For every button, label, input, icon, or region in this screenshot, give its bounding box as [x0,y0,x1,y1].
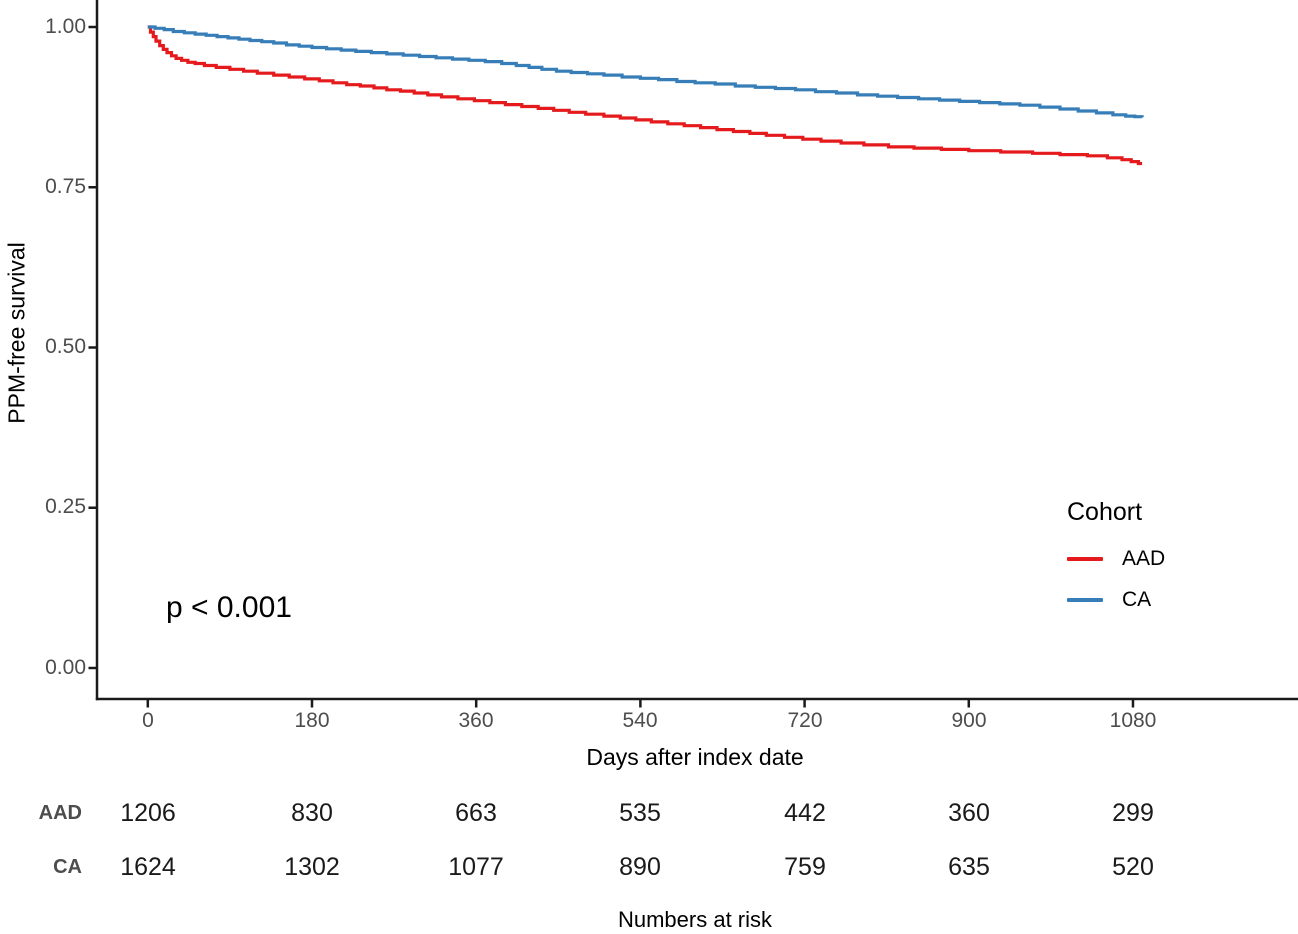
risk-count: 830 [291,799,333,827]
legend-item-aad: AAD [1067,547,1166,570]
legend: Cohort AAD CA [1067,0,1287,640]
survival-curve-aad [147,25,1143,166]
risk-table-caption: Numbers at risk [617,907,773,932]
y-tick-label: 0.25 [45,495,86,518]
x-tick-label: 360 [458,709,494,732]
x-axis-title: Days after index date [586,744,804,770]
risk-count: 1624 [120,853,176,881]
y-tick-label: 0.50 [45,335,86,358]
p-value-annotation: p < 0.001 [166,591,292,624]
risk-count: 890 [619,853,661,881]
risk-count: 635 [948,853,990,881]
x-tick-label: 1080 [1109,709,1157,732]
x-tick-label: 180 [294,709,330,732]
risk-count: 1206 [120,799,176,827]
risk-count: 360 [948,799,990,827]
survival-curve-ca [147,25,1144,119]
risk-count: 1302 [284,853,340,881]
legend-label: CA [1122,588,1152,611]
x-tick-label: 540 [622,709,658,732]
legend-item-ca: CA [1067,588,1152,611]
risk-row-label-aad: AAD [38,802,82,824]
legend-title: Cohort [1067,498,1143,526]
x-tick-label: 0 [142,709,154,732]
risk-row-label-ca: CA [53,856,82,878]
risk-count: 759 [784,853,826,881]
y-tick-label: 0.00 [45,656,86,679]
aad-line-swatch-icon [1067,557,1103,561]
ca-line-swatch-icon [1067,598,1103,602]
risk-count: 535 [619,799,661,827]
risk-count: 520 [1112,853,1154,881]
risk-count: 299 [1112,799,1154,827]
y-tick-label: 0.75 [45,175,86,198]
risk-count: 663 [455,799,497,827]
risk-count: 1077 [448,853,504,881]
risk-count: 442 [784,799,826,827]
x-tick-label: 720 [787,709,823,732]
legend-label: AAD [1122,547,1166,570]
y-tick-label: 1.00 [45,15,86,38]
x-tick-label: 900 [951,709,987,732]
y-axis-title: PPM-free survival [3,242,30,424]
